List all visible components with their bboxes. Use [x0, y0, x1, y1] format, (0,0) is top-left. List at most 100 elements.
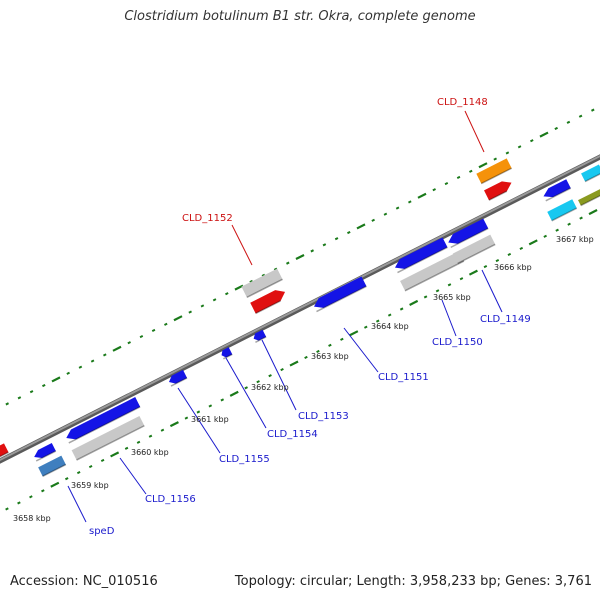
inner-tick-mark	[555, 228, 559, 232]
inner-tick-mark	[220, 398, 225, 402]
gene-cld1148-orange[interactable]	[476, 158, 512, 184]
inner-tick-mark	[184, 416, 189, 420]
outer-tick-mark	[249, 279, 253, 284]
gene-cld1149-grey[interactable]	[452, 234, 496, 264]
gene-label-cld1150[interactable]: CLD_1150	[432, 337, 483, 348]
inner-tick-mark	[208, 404, 213, 408]
outer-tick-mark	[517, 145, 522, 149]
gene-cld1152-grey[interactable]	[241, 268, 283, 298]
outer-tick-mark	[103, 353, 107, 357]
gene-cyan-right-shadow	[551, 207, 578, 222]
inner-tick-mark	[316, 349, 320, 353]
gene-label-cld1156[interactable]: CLD_1156	[145, 494, 196, 505]
inner-tick-mark	[435, 289, 440, 293]
outer-tick-mark	[188, 310, 192, 314]
gene-cld1156-grey[interactable]	[71, 415, 145, 461]
outer-tick-mark	[356, 223, 366, 230]
outer-tick-mark	[554, 126, 558, 131]
gene-label-cld1149[interactable]: CLD_1149	[480, 314, 531, 325]
gene-cld1149-blue-shadow	[450, 227, 489, 249]
inner-tick-mark	[340, 337, 344, 341]
outer-tick-mark	[164, 322, 168, 326]
inner-tick-mark	[468, 269, 478, 276]
gene-cld1156-blue[interactable]	[66, 397, 141, 440]
outer-tick-track	[5, 108, 595, 406]
inner-tick-mark	[567, 222, 571, 226]
gene-blue-right-shadow	[545, 187, 572, 202]
outer-tick-mark	[29, 390, 34, 394]
inner-tick-mark	[76, 471, 81, 475]
inner-tick-mark	[136, 440, 141, 444]
gene-red-left-edge[interactable]	[0, 443, 9, 458]
gene-label-cld1155[interactable]: CLD_1155	[219, 454, 270, 465]
callout-cld1150	[441, 299, 457, 337]
gene-label-cld1153[interactable]: CLD_1153	[298, 411, 349, 422]
outer-tick-mark	[234, 284, 244, 291]
gene-label-cld1151[interactable]: CLD_1151	[378, 372, 429, 383]
callout-cld1152	[231, 224, 253, 266]
gene-label-cld1152[interactable]: CLD_1152	[182, 213, 233, 224]
gene-cld1156-grey-shadow	[76, 425, 145, 461]
inner-tick-mark	[588, 209, 598, 216]
inner-tick-mark	[229, 390, 239, 397]
outer-tick-mark	[66, 371, 70, 375]
inner-tick-mark	[328, 343, 332, 347]
genome-backbone	[0, 154, 600, 464]
outer-tick-mark	[444, 181, 449, 186]
gene-speD-shadow	[42, 463, 67, 477]
gene-cld1156-blue-shadow	[68, 406, 141, 444]
inner-tick-mark	[100, 458, 105, 463]
kbp-label-3661: 3661 kbp	[191, 415, 229, 424]
outer-tick-mark	[539, 131, 549, 138]
gene-cld1155[interactable]	[168, 369, 188, 384]
inner-tick-mark	[88, 464, 93, 469]
kbp-label-3662: 3662 kbp	[251, 383, 289, 392]
gene-label-cld1154[interactable]: CLD_1154	[267, 429, 318, 440]
gene-olive-right[interactable]	[578, 188, 600, 206]
gene-cld1150-grey[interactable]	[400, 251, 464, 291]
outer-tick-mark	[530, 139, 534, 143]
gene-cyan-right[interactable]	[547, 199, 577, 221]
inner-tick-mark	[50, 481, 60, 488]
gene-cld1150-grey-shadow	[404, 260, 465, 292]
gene-cld1154[interactable]	[221, 347, 233, 358]
inner-tick-mark	[519, 246, 524, 250]
outer-tick-mark	[139, 334, 144, 339]
gene-cld1153-shadow	[255, 336, 267, 343]
inner-tick-mark	[399, 307, 404, 311]
inner-tick-mark	[349, 330, 359, 337]
outer-tick-mark	[295, 253, 305, 261]
map-title: Clostridium botulinum B1 str. Okra, comp…	[124, 9, 476, 24]
outer-tick-mark	[273, 267, 278, 271]
gene-cld1148-red[interactable]	[484, 181, 512, 201]
gene-cld1150-blue[interactable]	[395, 237, 448, 269]
callout-cld1151	[343, 327, 379, 373]
kbp-label-3658: 3658 kbp	[13, 514, 51, 523]
gene-cld1153[interactable]	[253, 329, 267, 341]
gene-label-speD[interactable]: speD	[89, 526, 115, 537]
gene-cld1151[interactable]	[314, 276, 367, 308]
kbp-label-3666: 3666 kbp	[494, 263, 532, 272]
gene-cld1152-red[interactable]	[250, 290, 286, 314]
outer-tick-mark	[90, 359, 95, 363]
gene-cld1149-blue[interactable]	[448, 218, 489, 244]
gene-label-cld1148[interactable]: CLD_1148	[437, 97, 488, 108]
outer-tick-mark	[566, 120, 571, 124]
gene-speD[interactable]	[38, 455, 66, 477]
inner-tick-mark	[280, 368, 284, 372]
inner-tick-mark	[41, 489, 45, 493]
gene-small-blue-left[interactable]	[34, 443, 56, 459]
outer-tick-mark	[127, 341, 131, 345]
outer-tick-mark	[469, 169, 473, 173]
gene-blue-right[interactable]	[543, 179, 571, 198]
gene-cld1155-shadow	[170, 377, 188, 387]
inner-tick-mark	[387, 313, 392, 317]
gene-cyan-top-right[interactable]	[581, 164, 600, 182]
outer-tick-mark	[505, 151, 510, 155]
kbp-label-3665: 3665 kbp	[433, 293, 471, 302]
inner-tick-mark	[169, 421, 179, 428]
outer-tick-mark	[212, 298, 217, 302]
outer-tick-mark	[334, 237, 339, 241]
outer-tick-mark	[200, 304, 205, 308]
